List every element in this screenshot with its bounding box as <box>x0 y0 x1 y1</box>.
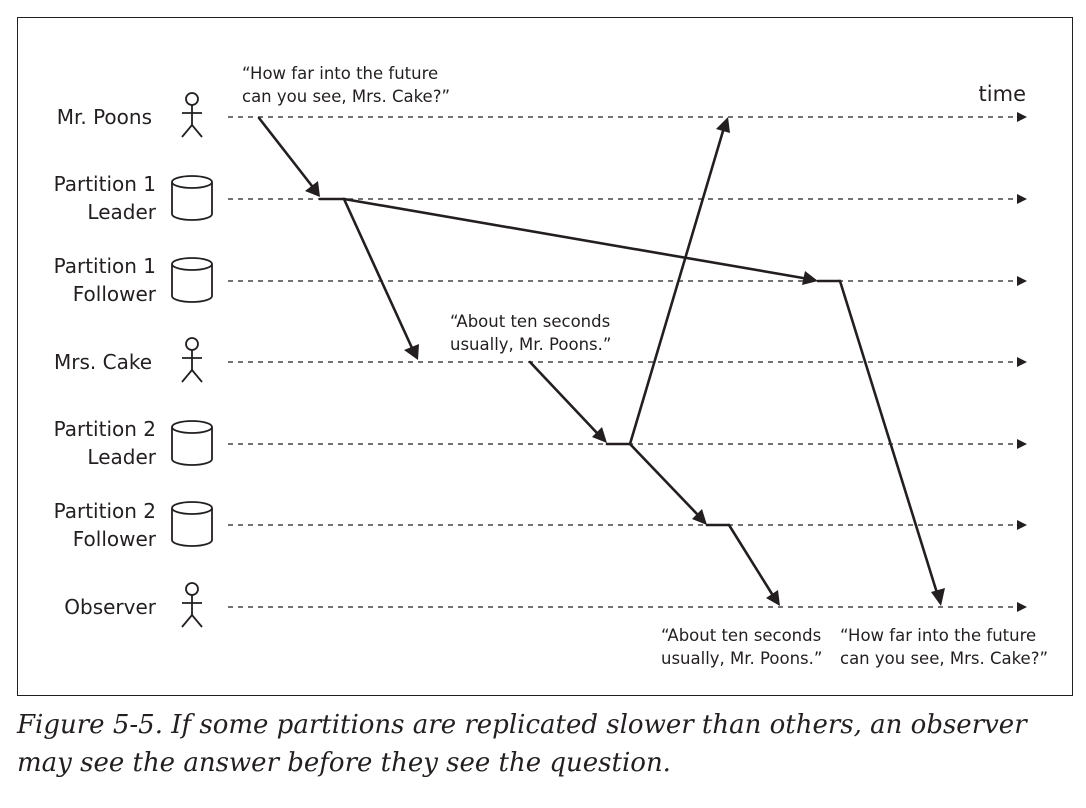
quote-cake-answer-line2: usually, Mr. Poons.” <box>450 335 611 354</box>
quotes: “How far into the future can you see, Mr… <box>242 64 1048 668</box>
arrow-p2-follower-to-observer <box>727 523 780 606</box>
person-icon <box>181 92 203 138</box>
database-icon <box>171 501 213 547</box>
arrow-p2-leader-to-mr-poons <box>628 117 730 446</box>
timeline-arrow-mrs-cake <box>1017 357 1027 367</box>
arrow-mrs-cake-to-p2-leader <box>528 360 632 446</box>
database-icon <box>171 257 213 303</box>
quote-observer-answer-line2: usually, Mr. Poons.” <box>661 649 822 668</box>
quote-cake-answer-line1: “About ten seconds <box>450 312 610 331</box>
quote-observer-question-line2: can you see, Mrs. Cake?” <box>840 649 1048 668</box>
arrow-p1-follower-to-observer <box>838 279 945 606</box>
database-icon <box>171 175 213 221</box>
person-icon <box>181 337 203 383</box>
lane-label-partition-2-follower-line1: Partition 2 <box>54 499 156 523</box>
arrow-p1-leader-to-p1-follower <box>342 197 842 285</box>
timeline-arrow-partition-1-leader <box>1017 194 1027 204</box>
quote-poons-question-line2: can you see, Mrs. Cake?” <box>242 87 450 106</box>
arrow-p2-leader-to-p2-follower <box>628 442 731 527</box>
lane-label-partition-1-leader-line2: Leader <box>87 200 156 224</box>
lane-label-partition-2-leader-line1: Partition 2 <box>54 417 156 441</box>
quote-poons-question-line1: “How far into the future <box>242 64 438 83</box>
timeline-arrow-partition-2-follower <box>1017 520 1027 530</box>
lane-label-partition-1-follower-line2: Follower <box>73 282 157 306</box>
timelines <box>228 112 1027 612</box>
quote-observer-answer-line1: “About ten seconds <box>661 626 821 645</box>
lane-label-partition-2-follower-line2: Follower <box>73 527 157 551</box>
lane-icons <box>171 92 213 628</box>
lane-label-partition-1-leader-line1: Partition 1 <box>54 172 156 196</box>
figure-frame <box>17 17 1073 696</box>
arrow-p1-leader-to-mrs-cake <box>342 197 419 360</box>
lane-label-partition-2-leader-line2: Leader <box>87 445 156 469</box>
quote-observer-question-line1: “How far into the future <box>840 626 1036 645</box>
lane-label-observer: Observer <box>64 595 157 619</box>
person-icon <box>181 582 203 628</box>
figure-caption: Figure 5-5. If some partitions are repli… <box>17 710 1027 778</box>
timeline-arrow-partition-2-leader <box>1017 439 1027 449</box>
time-axis-label: time <box>979 82 1026 106</box>
sequence-diagram: time Mr. Poons Partition 1 Leader Partit… <box>54 64 1048 668</box>
database-icon <box>171 420 213 466</box>
lane-labels: Mr. Poons Partition 1 Leader Partition 1… <box>54 105 157 619</box>
lane-label-partition-1-follower-line1: Partition 1 <box>54 254 156 278</box>
lane-label-mrs-cake: Mrs. Cake <box>54 350 152 374</box>
timeline-arrow-observer <box>1017 602 1027 612</box>
timeline-arrow-partition-1-follower <box>1017 276 1027 286</box>
message-arrows <box>257 116 945 606</box>
timeline-arrow-mr-poons <box>1017 112 1027 122</box>
lane-label-mr-poons: Mr. Poons <box>57 105 152 129</box>
arrow-poons-to-p1-leader <box>257 116 346 201</box>
